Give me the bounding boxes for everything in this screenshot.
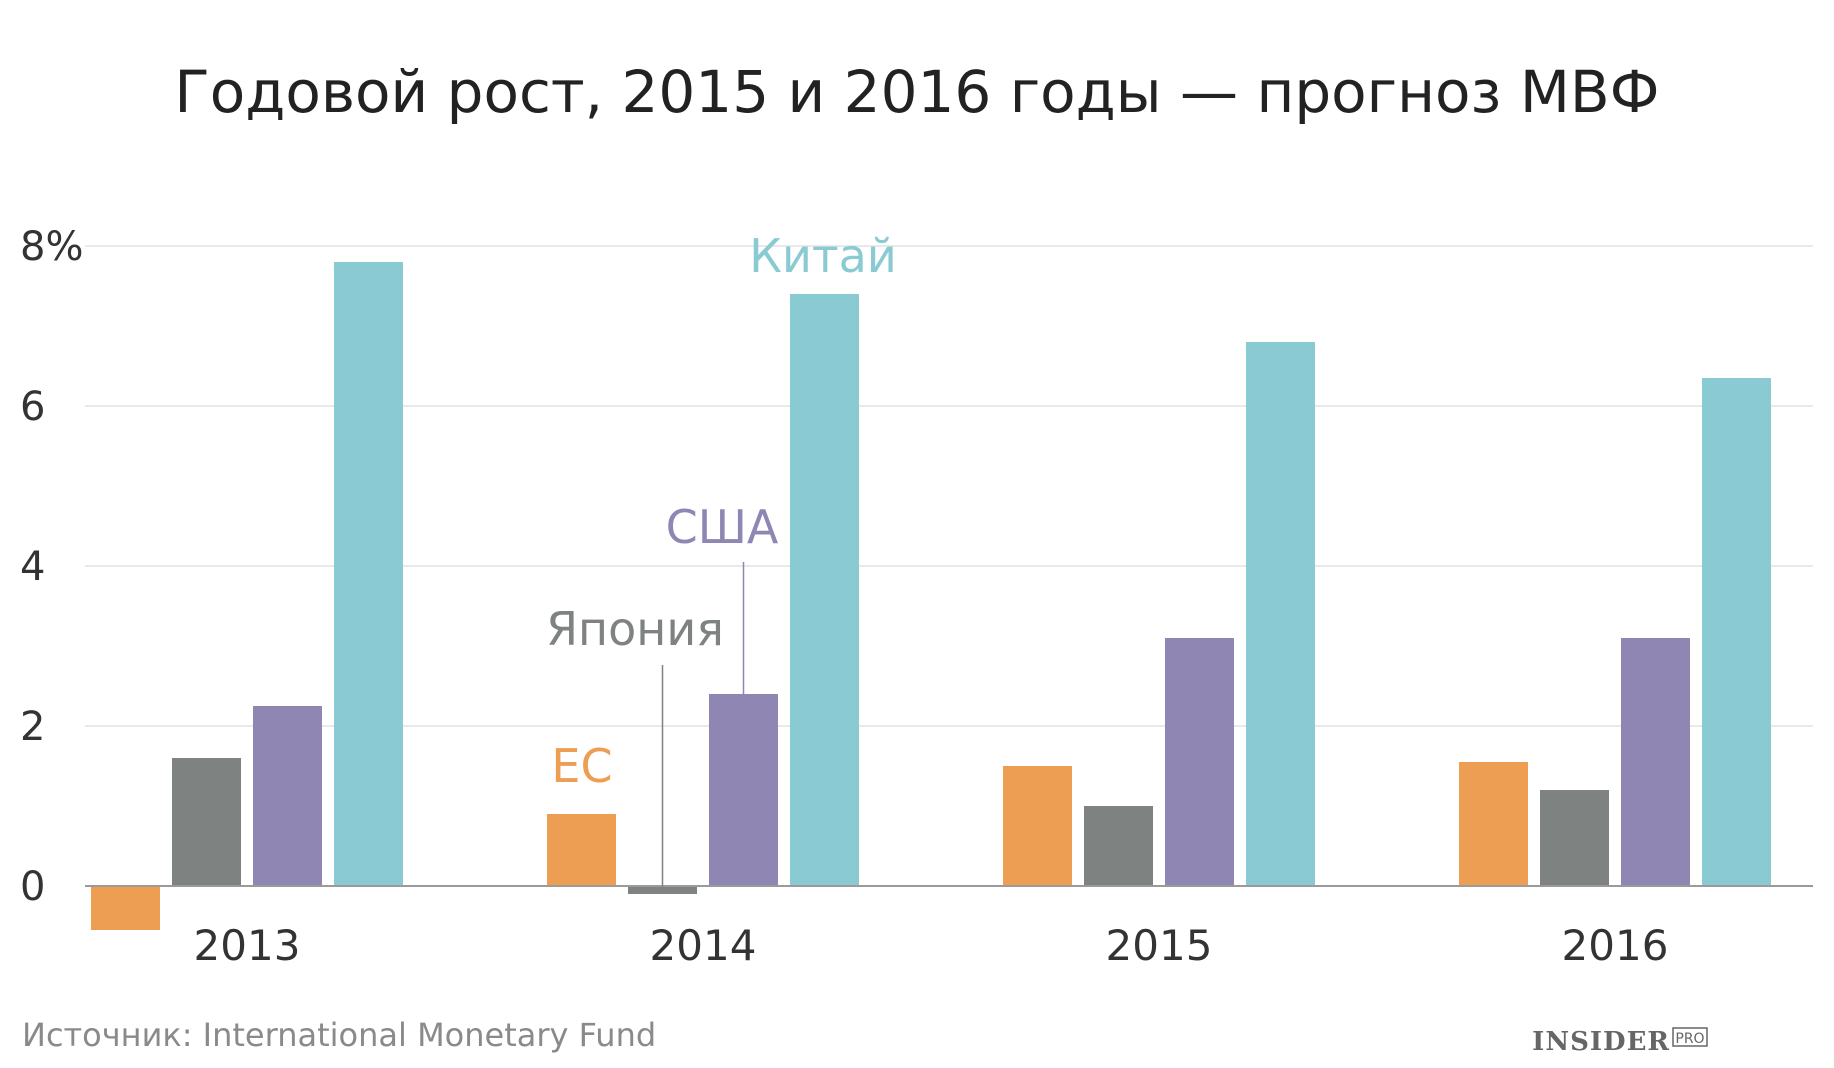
bar — [709, 694, 778, 886]
usa-label: США — [666, 500, 779, 554]
logo-pro-box — [1672, 1027, 1708, 1047]
bar — [91, 886, 160, 930]
eu-label: ЕС — [551, 739, 612, 793]
bar — [790, 294, 859, 886]
bar — [1003, 766, 1072, 886]
bar — [334, 262, 403, 886]
y-tick-label: 6 — [20, 384, 45, 430]
series-labels: ЕС Япония США Китай — [546, 229, 897, 894]
source-note: Источник: International Monetary Fund — [22, 1016, 656, 1054]
chart-title: Годовой рост, 2015 и 2016 годы — прогноз… — [174, 58, 1659, 126]
bar — [1165, 638, 1234, 886]
bar — [547, 814, 616, 886]
x-axis-categories: 2013 2014 2015 2016 — [194, 921, 1669, 970]
bar — [172, 758, 241, 886]
y-tick-label: 2 — [20, 704, 45, 750]
japan-label: Япония — [546, 602, 724, 656]
bar — [1540, 790, 1609, 886]
bars — [91, 262, 1771, 930]
insider-pro-logo: INSIDER PRO — [1532, 1027, 1708, 1057]
y-tick-label: 8% — [20, 224, 83, 270]
x-category-label: 2014 — [650, 921, 757, 970]
bar — [1621, 638, 1690, 886]
x-category-label: 2016 — [1562, 921, 1669, 970]
x-category-label: 2013 — [194, 921, 301, 970]
y-tick-label: 0 — [20, 864, 45, 910]
bar — [1459, 762, 1528, 886]
china-label: Китай — [749, 229, 896, 283]
bar — [1246, 342, 1315, 886]
y-axis-ticks: 0 2 4 6 8% — [20, 224, 83, 910]
bar — [1084, 806, 1153, 886]
bar — [253, 706, 322, 886]
y-tick-label: 4 — [20, 544, 45, 590]
bar — [1702, 378, 1771, 886]
x-category-label: 2015 — [1106, 921, 1213, 970]
logo-pro: PRO — [1675, 1031, 1704, 1047]
logo-main: INSIDER — [1532, 1027, 1670, 1057]
